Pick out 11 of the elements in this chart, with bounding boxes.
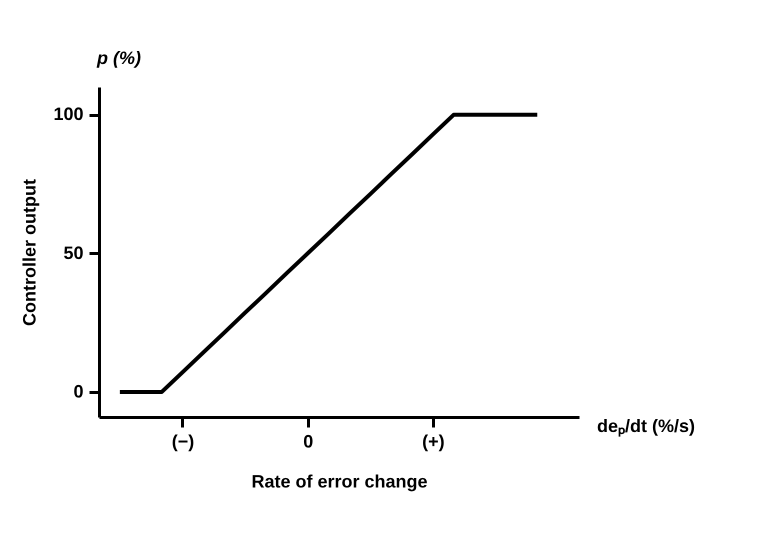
y-tick-label: 50 (63, 242, 84, 263)
text: p (%) (96, 48, 141, 68)
line-series (118, 112, 540, 394)
y-tick-label: 0 (73, 382, 84, 402)
y-axis-title: Controller output (19, 179, 40, 326)
x-tick-label: (−) (172, 432, 194, 452)
x-tick-label: (+) (422, 432, 445, 452)
x-axis-title: Rate of error change (251, 472, 428, 492)
x-tick-label: 0 (303, 432, 314, 452)
text: deₚ/dt (%/s) (597, 416, 696, 437)
y-tick-label: 100 (53, 104, 84, 124)
